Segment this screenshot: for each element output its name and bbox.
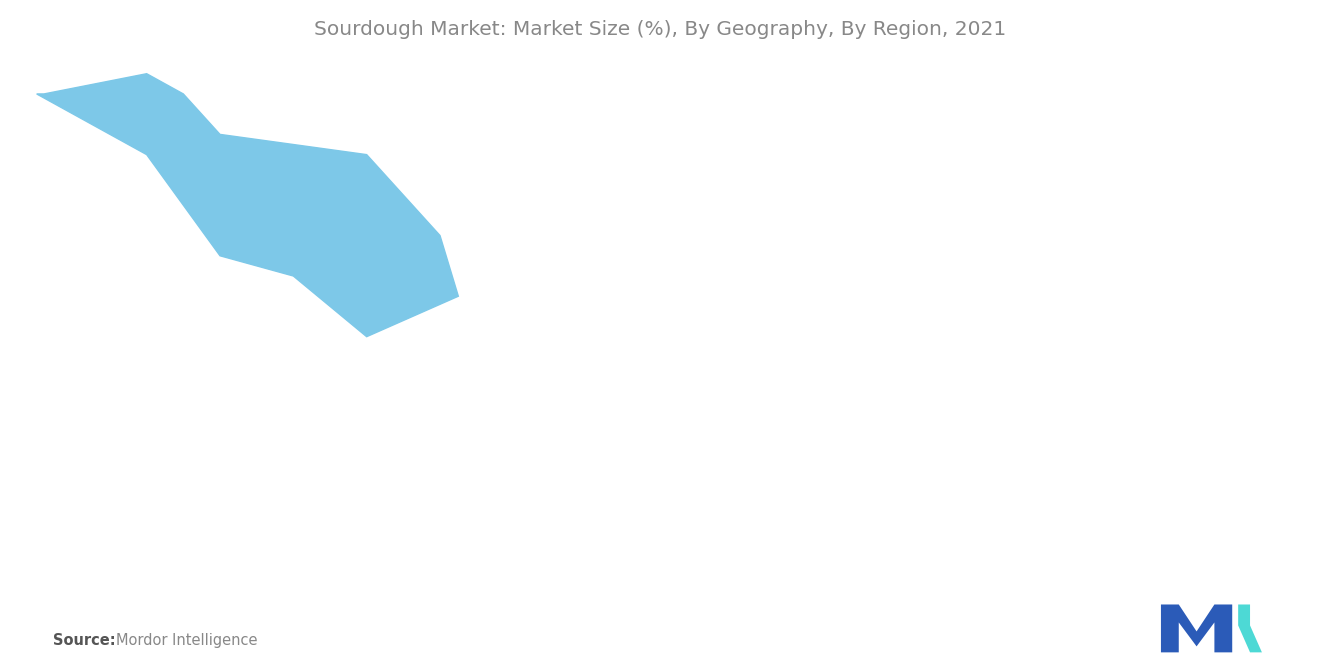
Text: Mordor Intelligence: Mordor Intelligence — [116, 633, 257, 648]
Polygon shape — [1238, 604, 1262, 652]
Polygon shape — [37, 74, 458, 336]
Polygon shape — [1162, 604, 1233, 652]
Text: Source:: Source: — [53, 633, 115, 648]
Text: Sourdough Market: Market Size (%), By Geography, By Region, 2021: Sourdough Market: Market Size (%), By Ge… — [314, 20, 1006, 39]
